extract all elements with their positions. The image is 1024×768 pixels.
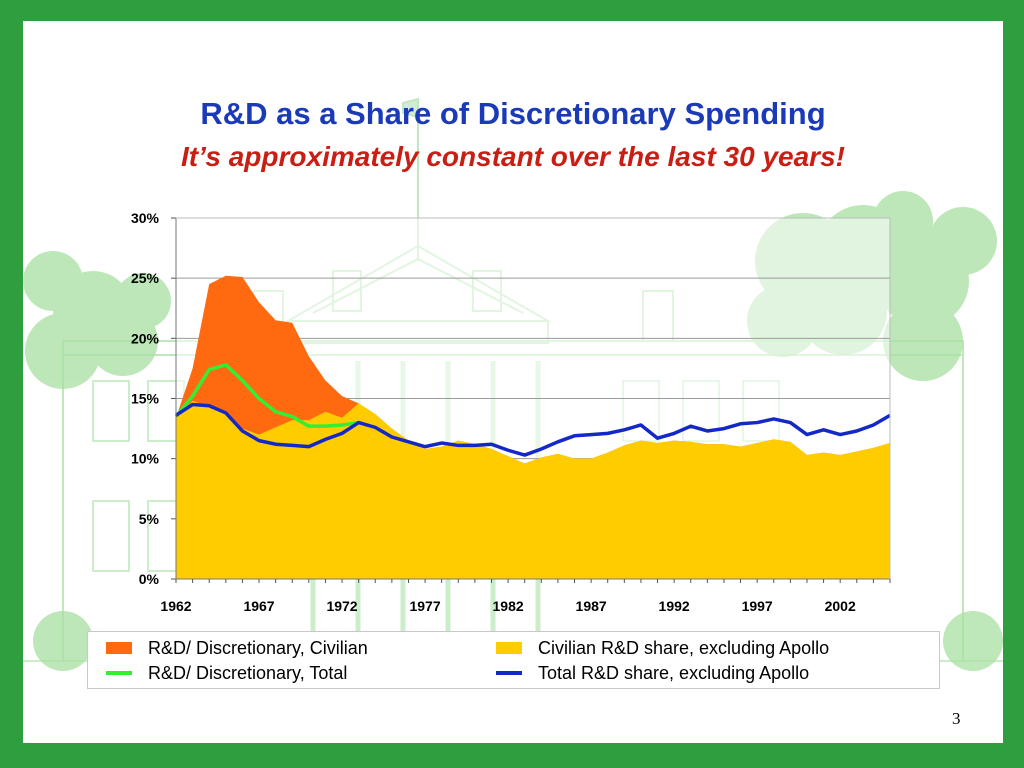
y-tick-label: 10% bbox=[131, 451, 160, 467]
x-tick-label: 1987 bbox=[576, 598, 607, 614]
legend-label-total-ex-apollo: Total R&D share, excluding Apollo bbox=[538, 663, 810, 683]
x-tick-label: 1962 bbox=[160, 598, 191, 614]
x-tick-label: 1967 bbox=[243, 598, 274, 614]
legend-line-total bbox=[106, 671, 132, 675]
rd-share-chart: 0% 5% 10% 15% 20% 25% 30% 1962 1967 1972 1977 1982 1… bbox=[131, 210, 891, 614]
x-tick-label: 1982 bbox=[493, 598, 524, 614]
x-tick-label: 1992 bbox=[659, 598, 690, 614]
x-tick-label: 1977 bbox=[409, 598, 440, 614]
legend-label-civilian-ex-apollo: Civilian R&D share, excluding Apollo bbox=[538, 638, 830, 658]
page-number: 3 bbox=[952, 709, 961, 728]
slide-subtitle: It’s approximately constant over the las… bbox=[181, 141, 845, 172]
y-tick-label: 25% bbox=[131, 270, 160, 286]
legend-label-total: R&D/ Discretionary, Total bbox=[148, 663, 348, 683]
legend-line-total-ex-apollo bbox=[496, 671, 522, 675]
legend-label-civilian: R&D/ Discretionary, Civilian bbox=[148, 638, 368, 658]
legend-swatch-civilian bbox=[106, 642, 132, 654]
y-tick-label: 5% bbox=[139, 511, 160, 527]
y-tick-label: 20% bbox=[131, 330, 160, 346]
y-tick-label: 0% bbox=[139, 571, 160, 587]
y-tick-label: 30% bbox=[131, 210, 160, 226]
x-tick-label: 2002 bbox=[825, 598, 856, 614]
chart-legend: R&D/ Discretionary, Civilian R&D/ Discre… bbox=[87, 631, 940, 689]
legend-swatch-civilian-ex-apollo bbox=[496, 642, 522, 654]
x-tick-label: 1997 bbox=[742, 598, 773, 614]
area-series-1 bbox=[176, 400, 890, 579]
x-tick-label: 1972 bbox=[326, 598, 357, 614]
slide: R&D as a Share of Discretionary Spending… bbox=[23, 21, 1003, 743]
line-series-1 bbox=[175, 402, 891, 457]
line-series-0 bbox=[174, 363, 359, 428]
slide-title: R&D as a Share of Discretionary Spending bbox=[200, 96, 826, 131]
y-tick-label: 15% bbox=[131, 391, 160, 407]
